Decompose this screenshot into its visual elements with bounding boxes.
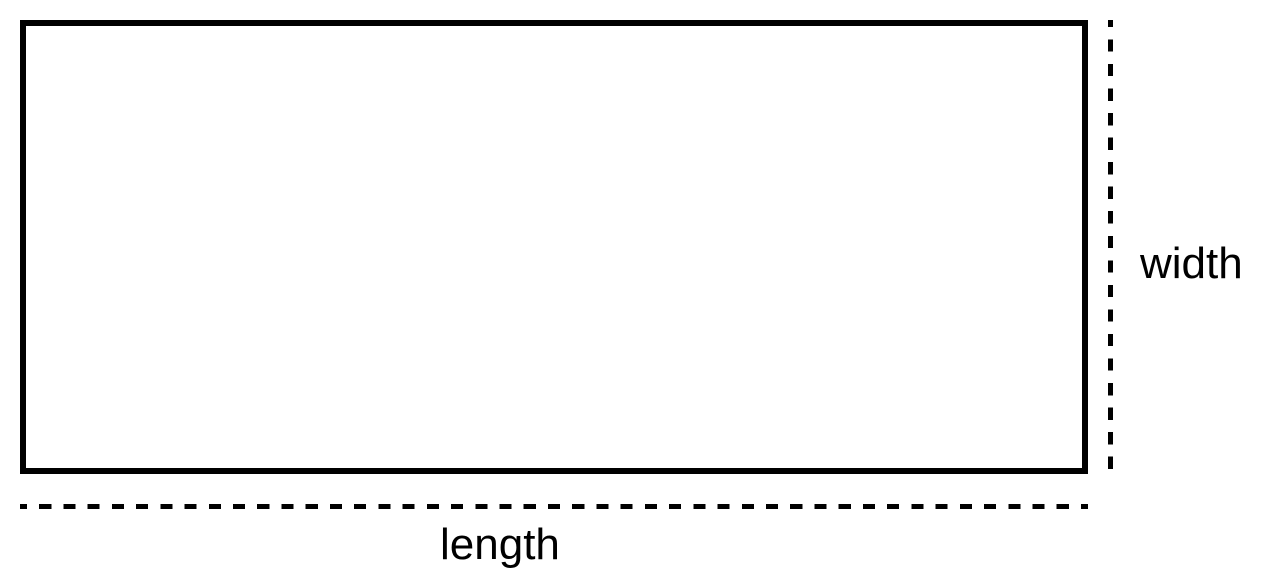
- main-rectangle: [20, 20, 1088, 474]
- width-label: width: [1140, 239, 1243, 289]
- rectangle-dimension-diagram: length width: [0, 0, 1280, 570]
- length-label: length: [440, 520, 560, 570]
- length-dimension-line: [20, 504, 1088, 509]
- width-dimension-line: [1108, 20, 1113, 474]
